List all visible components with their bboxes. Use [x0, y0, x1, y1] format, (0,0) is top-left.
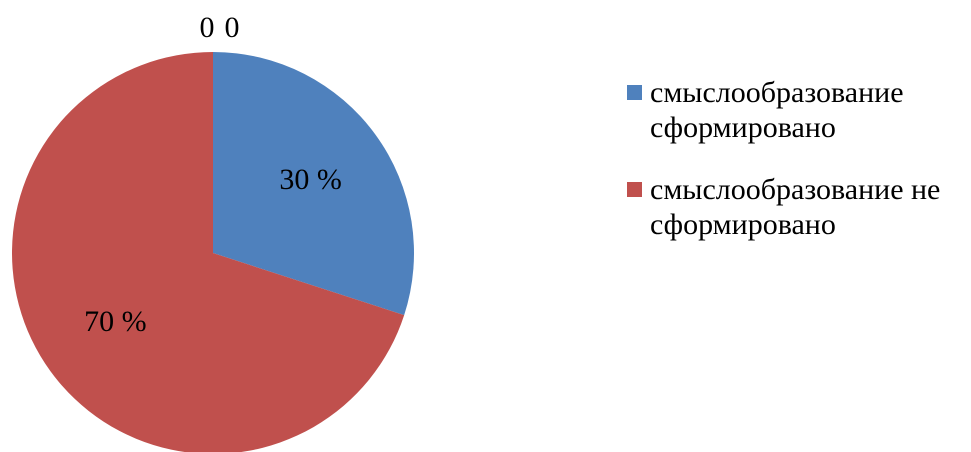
data-label: 70 %	[84, 305, 147, 338]
legend-swatch	[627, 85, 642, 100]
pie-slice	[213, 52, 414, 316]
data-label: 0	[200, 11, 215, 44]
legend-label: смыслообразование не сформировано	[650, 173, 941, 241]
data-label: 0	[225, 11, 240, 44]
legend-swatch	[627, 182, 642, 197]
pie-slice	[12, 52, 405, 452]
legend-item: смыслообразование сформировано	[627, 75, 967, 145]
legend-item: смыслообразование не сформировано	[627, 172, 967, 242]
data-label: 30 %	[279, 163, 342, 196]
legend-label: смыслообразование сформировано	[650, 76, 904, 144]
